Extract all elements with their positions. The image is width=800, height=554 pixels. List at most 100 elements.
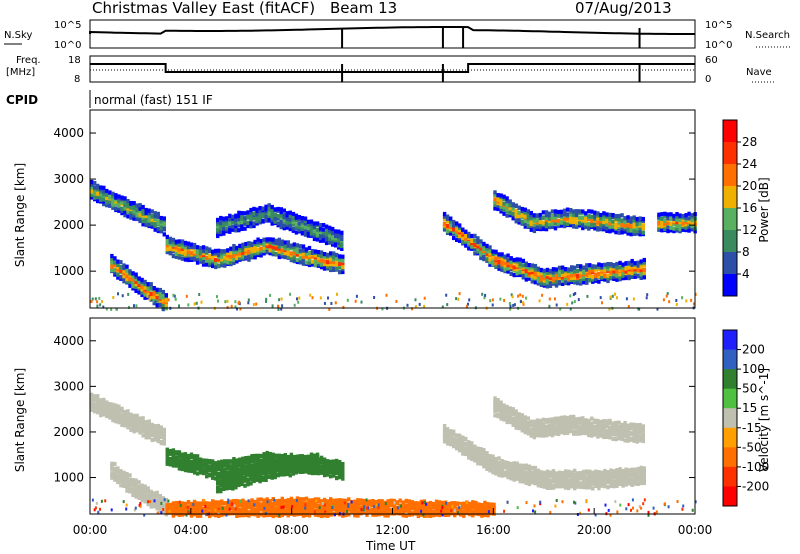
velocity-cell (517, 414, 521, 419)
power-cell (597, 262, 601, 267)
velocity-cell (493, 408, 497, 413)
power-cell (141, 222, 145, 227)
velocity-cell (624, 477, 628, 482)
power-cell (585, 267, 589, 272)
power-cell (560, 265, 565, 270)
velocity-noise-cell (273, 498, 276, 502)
velocity-cell (492, 502, 496, 507)
power-cell (596, 227, 600, 232)
velocity-cell (470, 446, 474, 451)
power-cell (113, 256, 117, 261)
power-cell (180, 244, 185, 249)
velocity-cell (312, 458, 317, 463)
velocity-cell (442, 427, 447, 432)
power-cell (606, 276, 610, 281)
velocity-cell (464, 436, 468, 441)
velocity-cell (600, 479, 604, 484)
velocity-noise-cell (607, 508, 610, 512)
velocity-cell (467, 453, 471, 458)
power-noise-cell (646, 293, 649, 297)
velocity-cell (309, 455, 314, 461)
velocity-cell (301, 497, 306, 502)
power-cell (283, 254, 287, 259)
velocity-cell (452, 429, 456, 434)
power-cell (141, 204, 145, 210)
velocity-cell (155, 498, 159, 503)
power-cell (521, 263, 525, 268)
power-cell (535, 224, 540, 229)
power-cell (294, 213, 299, 218)
velocity-cell (608, 421, 612, 426)
velocity-cell (114, 419, 118, 424)
power-cell (329, 259, 333, 264)
velocity-cell (259, 453, 263, 458)
velocity-cell (588, 485, 592, 490)
power-cell (183, 252, 188, 257)
velocity-cell (641, 432, 645, 437)
power-cell (617, 213, 621, 219)
power-cell (288, 217, 292, 222)
power-noise-cell (599, 296, 602, 300)
velocity-cell (413, 501, 418, 506)
power-cell (573, 265, 577, 270)
velocity-cell (353, 499, 357, 504)
power-cell (535, 218, 540, 223)
power-cell (570, 273, 574, 278)
velocity-cell (285, 462, 289, 467)
power-noise-cell (277, 307, 280, 311)
power-cell (329, 256, 333, 261)
power-cell (300, 223, 305, 228)
power-cell (442, 217, 447, 222)
power-cell (301, 254, 306, 259)
power-cell (663, 218, 667, 223)
power-cell (267, 203, 271, 208)
power-cell (542, 268, 547, 273)
velocity-cell (407, 506, 411, 511)
power-cell (258, 217, 262, 222)
power-cell (155, 295, 159, 300)
velocity-noise-cell (604, 503, 607, 507)
power-cell (657, 225, 661, 230)
velocity-cell (220, 468, 224, 473)
velocity-cell (192, 462, 197, 467)
power-cell (629, 219, 633, 224)
power-cell (147, 217, 151, 222)
velocity-cell (283, 508, 287, 513)
power-cell (663, 214, 667, 219)
power-cell (575, 220, 579, 225)
velocity-cell (335, 511, 339, 516)
velocity-cell (563, 485, 568, 490)
power-cell (300, 216, 305, 221)
velocity-cell (443, 509, 448, 514)
velocity-cell (515, 473, 519, 478)
velocity-cell (422, 504, 427, 509)
velocity-cell (473, 448, 477, 453)
velocity-cell (111, 418, 115, 423)
power-cell (180, 256, 185, 261)
power-cell (500, 252, 504, 257)
power-cell (165, 243, 169, 248)
power-noise-cell (146, 294, 149, 298)
velocity-cell (217, 460, 221, 465)
power-cell (267, 207, 271, 212)
power-cell (623, 216, 627, 221)
power-cell (301, 244, 306, 249)
velocity-cell (474, 500, 478, 505)
velocity-cell (192, 467, 197, 472)
velocity-cell (183, 452, 188, 457)
velocity-cell (208, 467, 212, 472)
power-cell (684, 228, 688, 233)
velocity-cell (214, 513, 218, 518)
power-cell (617, 217, 621, 222)
velocity-cell (452, 441, 456, 446)
power-cell (523, 214, 527, 219)
power-cell (298, 244, 303, 249)
velocity-cell (120, 413, 124, 418)
velocity-cell (325, 513, 330, 518)
power-cell (542, 276, 547, 281)
velocity-cell (517, 417, 521, 422)
power-noise-cell (226, 299, 229, 303)
velocity-cell (153, 431, 157, 436)
power-cell (324, 232, 329, 237)
power-noise-cell (172, 293, 175, 297)
